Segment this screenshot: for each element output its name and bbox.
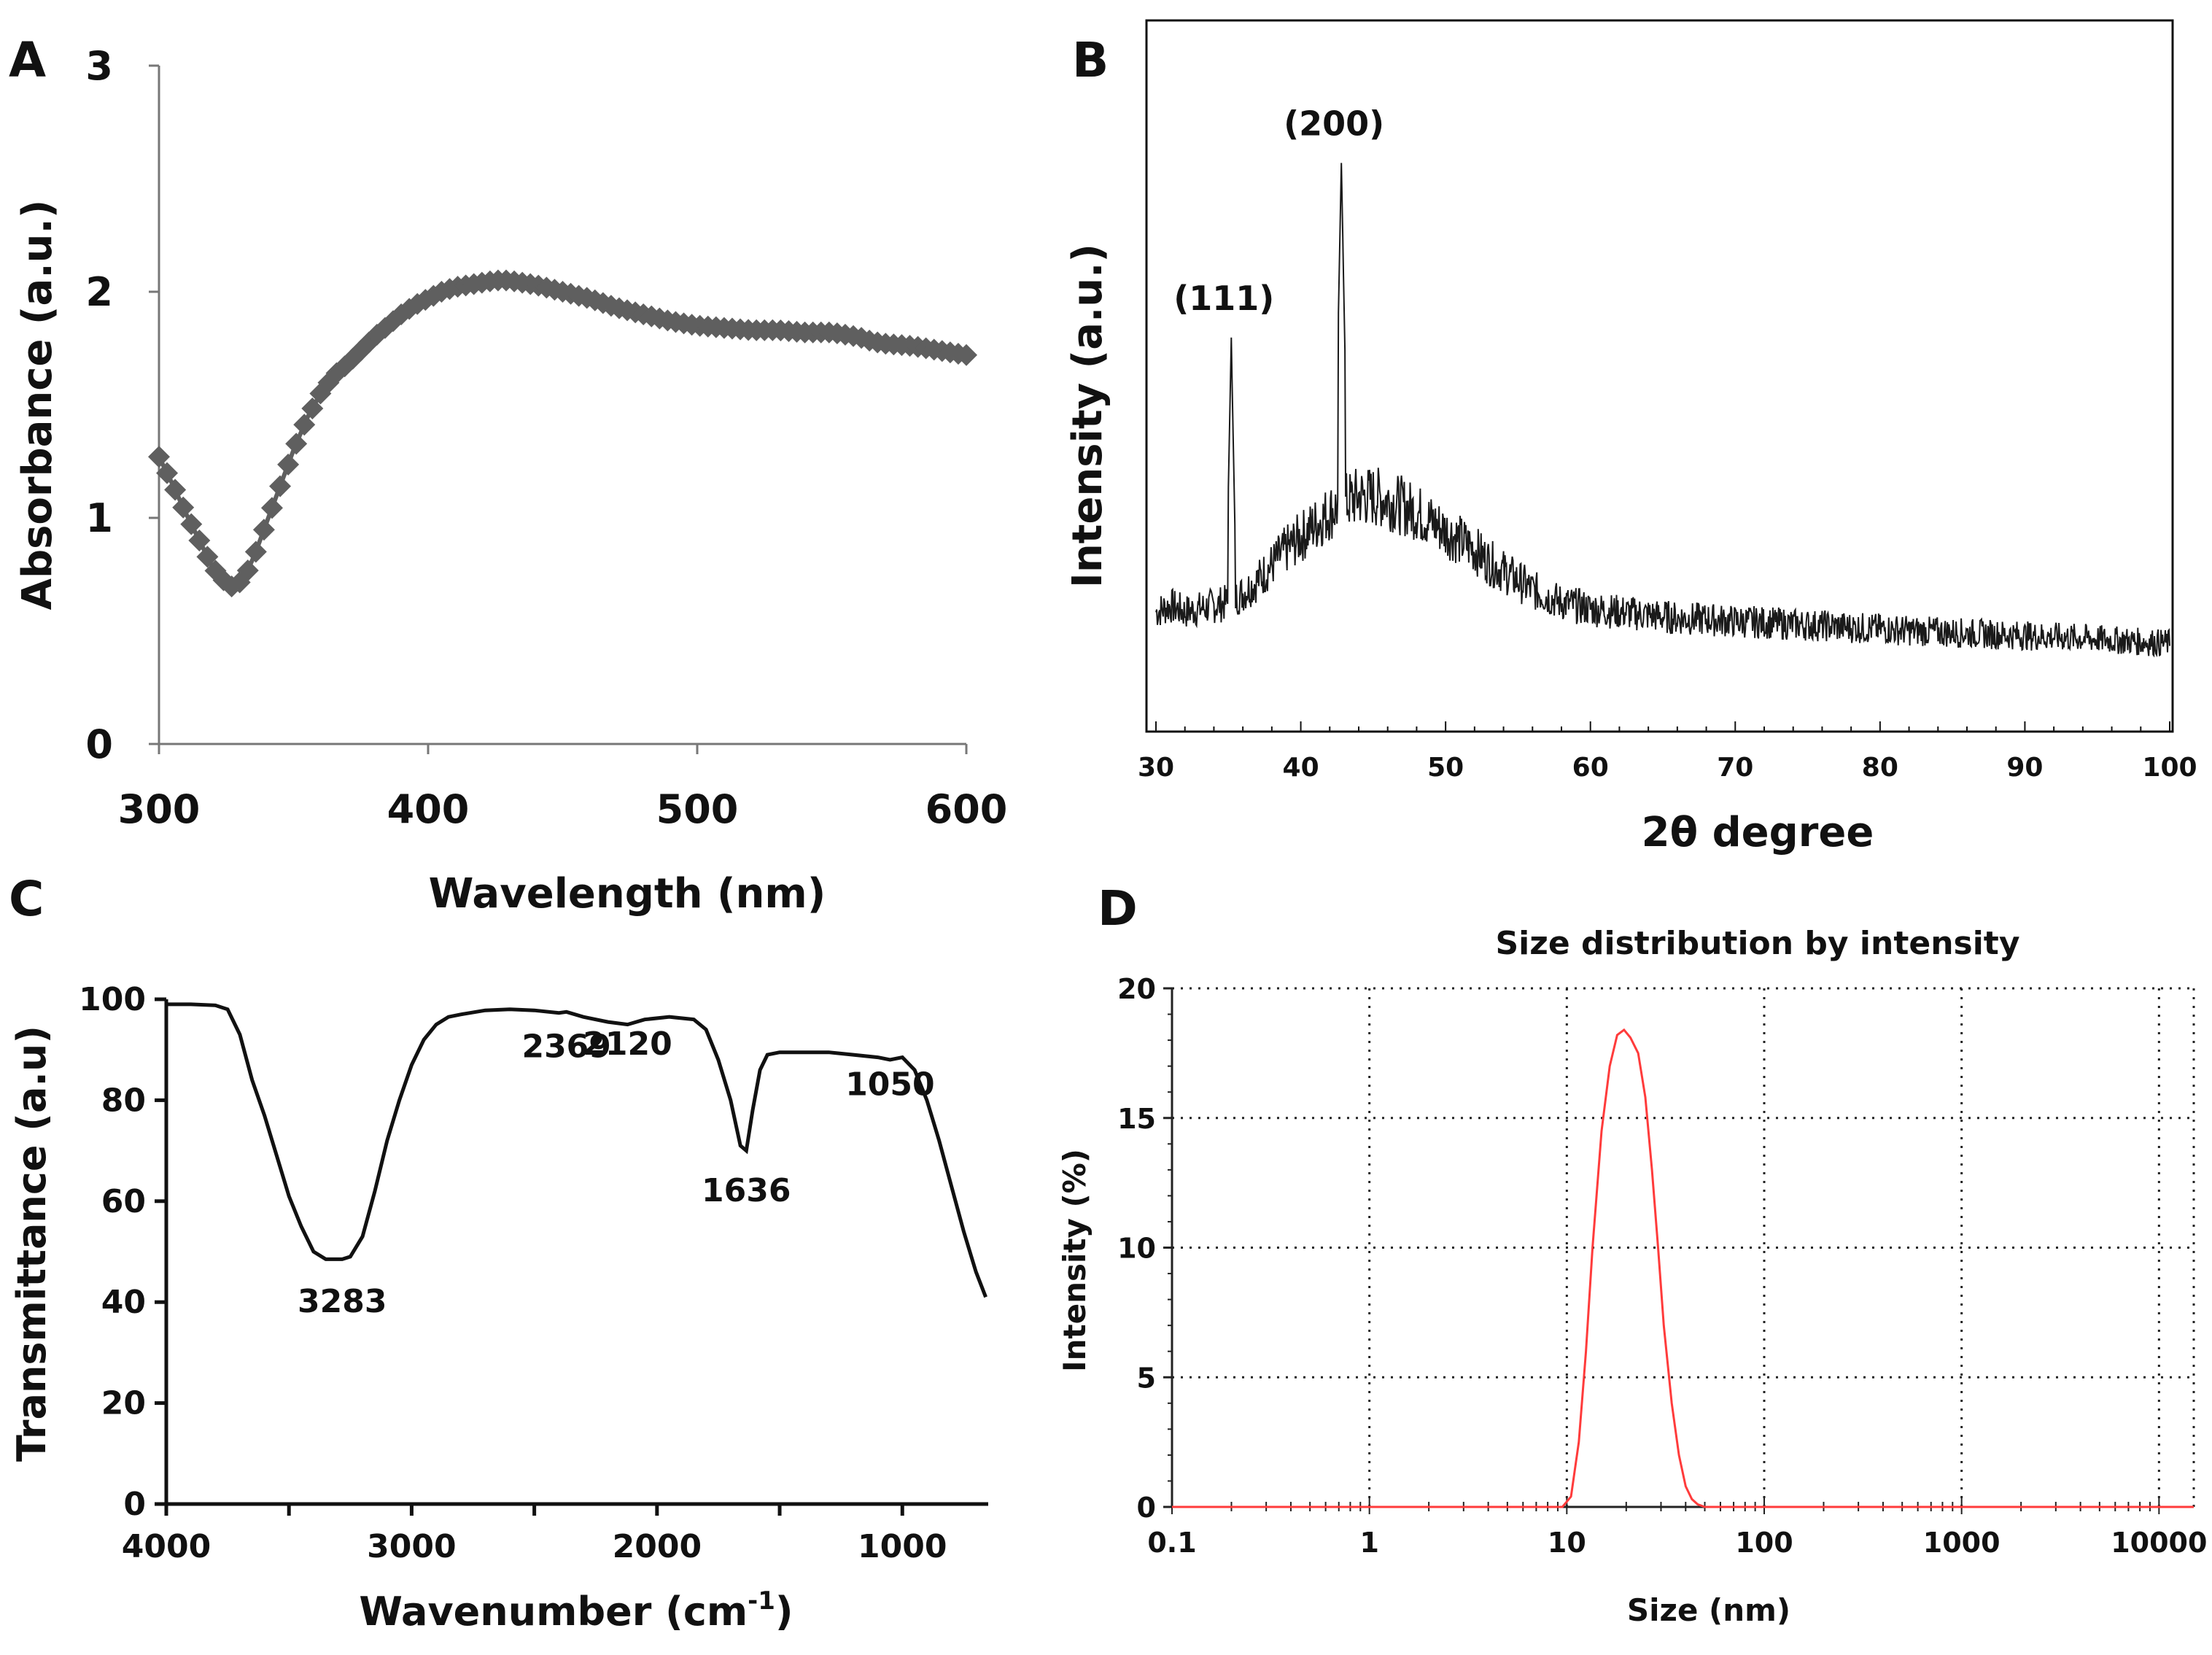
panel-a-y-axis-label: Absorbance (a.u.)	[14, 200, 61, 611]
panel-c-peak-label: 2369	[521, 1028, 610, 1066]
panel-c-peak-label: 2120	[583, 1026, 672, 1063]
panel-a-data-point	[293, 414, 316, 436]
panel-a-y-tick-label: 2	[85, 269, 113, 315]
panel-c-x-tick-label: 3000	[367, 1528, 456, 1565]
panel-a-data-point	[164, 478, 187, 501]
panel-b-x-tick-label: 40	[1283, 753, 1319, 783]
panel-d-x-tick-label: 10	[1548, 1527, 1586, 1559]
panel-d-x-tick-label: 1000	[1923, 1527, 2000, 1559]
panel-d-x-tick-label: 0.1	[1147, 1527, 1196, 1559]
panel-letter-a: A	[9, 32, 46, 88]
panel-a-x-tick-label: 500	[656, 786, 739, 832]
panel-d-y-tick-label: 20	[1117, 973, 1156, 1005]
panel-b-x-tick-label: 80	[1862, 753, 1898, 783]
panel-c-x-axis-label-end: )	[775, 1589, 793, 1635]
panel-b-x-tick-label: 70	[1717, 753, 1753, 783]
panel-c-y-tick-label: 80	[101, 1082, 146, 1119]
panel-a-data-point	[260, 497, 283, 519]
panel-b-peak-label: (200)	[1284, 104, 1384, 143]
panel-d-x-tick-label: 1	[1359, 1527, 1378, 1559]
panel-b-x-tick-label: 50	[1427, 753, 1464, 783]
panel-c-x-axis-label-main: Wavenumber (cm	[359, 1589, 748, 1635]
panel-c-x-tick-label: 4000	[122, 1528, 211, 1565]
panel-a-data-point	[156, 462, 179, 484]
panel-a-data-point	[244, 540, 267, 563]
panel-c-y-tick-label: 60	[101, 1183, 146, 1220]
panel-a-data-point	[236, 559, 259, 582]
panel-d-series-line	[1172, 1028, 2194, 1508]
panel-a-data-point	[148, 446, 170, 468]
panel-d-y-tick-label: 0	[1137, 1492, 1156, 1524]
panel-b-xrd-chart: 30 40 50 60 70 80 90 100 (111) (200) 2θ degree I…	[1064, 19, 2197, 856]
panel-d-x-tick-label: 10000	[2111, 1527, 2207, 1559]
panel-c-y-tick-label: 0	[123, 1486, 146, 1523]
panel-c-ftir-chart: 0 20 40 60 80 100 4000 3000 2000 1000 3283 236921…	[9, 981, 988, 1635]
panel-a-x-tick-label: 400	[387, 786, 470, 832]
panel-d-y-tick-label: 10	[1117, 1233, 1156, 1265]
panel-a-data-point	[955, 344, 977, 366]
panel-d-title: Size distribution by intensity	[1495, 925, 2019, 962]
panel-c-x-tick-label: 2000	[613, 1528, 702, 1565]
panel-b-x-tick-label: 60	[1572, 753, 1609, 783]
panel-b-y-axis-label: Intensity (a.u.)	[1064, 244, 1111, 588]
panel-d-y-tick-label: 5	[1137, 1362, 1156, 1394]
panel-a-data-point	[180, 513, 203, 535]
panel-b-x-tick-label: 30	[1138, 753, 1174, 783]
panel-b-plot-frame	[1145, 19, 2174, 733]
panel-c-peak-label: 1636	[702, 1172, 791, 1209]
panel-b-series-line	[1155, 163, 2170, 658]
panel-c-x-axis-label: Wavenumber (cm-1)	[359, 1586, 793, 1635]
panel-b-peak-label: (111)	[1173, 279, 1274, 318]
panel-c-x-axis-label-sup: -1	[748, 1586, 775, 1616]
panel-d-x-tick-label: 100	[1735, 1527, 1793, 1559]
panel-a-uv-vis-chart: 0 1 2 3 300 400 500 600 Wavelength (nm) Absorb…	[14, 43, 1007, 918]
panel-a-data-point	[196, 546, 219, 568]
panel-b-x-axis-label: 2θ degree	[1642, 809, 1874, 856]
panel-a-y-tick-label: 0	[85, 721, 113, 767]
panel-d-y-axis-label: Intensity (%)	[1057, 1149, 1093, 1372]
panel-letter-b: B	[1072, 32, 1109, 88]
panel-a-data-point	[301, 397, 324, 419]
panel-a-y-tick-label: 3	[85, 43, 113, 89]
panel-c-y-tick-label: 100	[79, 981, 146, 1018]
panel-a-data-point	[188, 530, 211, 551]
panel-d-x-axis-label: Size (nm)	[1627, 1592, 1790, 1628]
panel-c-y-tick-label: 40	[101, 1284, 146, 1321]
panel-c-peak-label: 3283	[298, 1283, 387, 1320]
panel-c-y-tick-label: 20	[101, 1385, 146, 1422]
panel-a-x-tick-label: 600	[925, 786, 1008, 832]
panel-c-x-tick-label: 1000	[858, 1528, 947, 1565]
panel-c-series-line	[166, 1002, 987, 1298]
panel-b-x-tick-label: 90	[2006, 753, 2043, 783]
panel-a-data-point	[285, 433, 308, 455]
panel-c-peak-label: 1050	[845, 1066, 934, 1103]
panel-a-x-axis-label: Wavelength (nm)	[429, 870, 826, 918]
panel-a-data-point	[172, 496, 195, 519]
panel-a-x-tick-label: 300	[118, 786, 201, 832]
panel-d-dls-chart: Size distribution by intensity 05101520 …	[1057, 925, 2207, 1628]
panel-letter-c: C	[9, 871, 44, 927]
panel-d-y-tick-label: 15	[1117, 1103, 1156, 1135]
panel-a-data-point	[252, 519, 275, 541]
panel-b-x-tick-label: 100	[2142, 753, 2197, 783]
panel-c-y-axis-label: Transmittance (a.u)	[9, 1026, 55, 1462]
panel-letter-d: D	[1098, 880, 1138, 937]
panel-a-data-point	[269, 475, 292, 497]
panel-a-y-tick-label: 1	[85, 495, 113, 541]
panel-a-data-point	[277, 453, 300, 476]
